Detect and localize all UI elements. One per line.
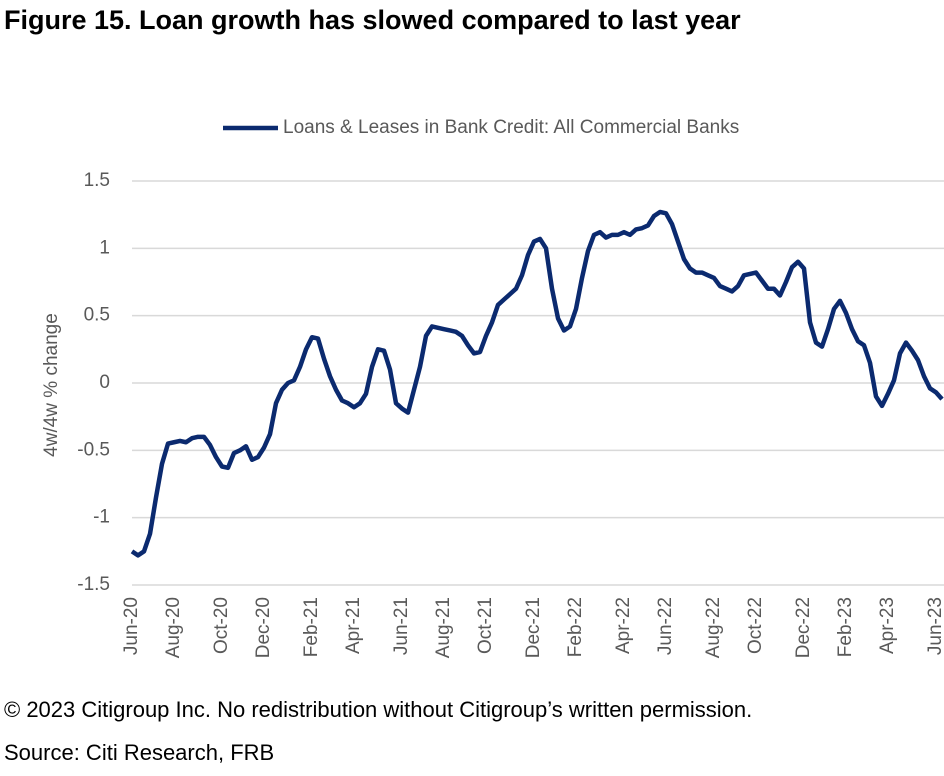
x-tick-label: Apr-22 [613, 597, 634, 654]
x-tick-label: Apr-23 [877, 597, 898, 654]
y-tick-label: 0 [99, 372, 110, 393]
x-tick-label: Oct-20 [211, 597, 232, 654]
copyright: © 2023 Citigroup Inc. No redistribution … [4, 697, 752, 722]
y-tick-label: 1 [99, 237, 110, 258]
y-axis-label: 4w/4w % change [41, 313, 62, 457]
y-tick-label: 1.5 [84, 170, 110, 191]
y-tick-label: 0.5 [84, 305, 110, 326]
data-line [130, 209, 944, 558]
source: Source: Citi Research, FRB [4, 740, 274, 765]
x-tick-label: Jun-21 [391, 597, 412, 655]
x-tick-label: Jun-20 [121, 597, 142, 655]
legend-label: Loans & Leases in Bank Credit: All Comme… [283, 117, 739, 138]
x-tick-label: Dec-20 [253, 597, 274, 658]
x-tick-label: Aug-20 [163, 597, 184, 658]
x-tick-label: Jun-22 [655, 597, 676, 655]
chart-title: Figure 15. Loan growth has slowed compar… [4, 5, 741, 35]
x-tick-label: Apr-21 [343, 597, 364, 654]
x-tick-label: Jun-23 [925, 597, 944, 655]
x-tick-label: Dec-22 [793, 597, 814, 658]
x-tick-label: Oct-21 [475, 597, 496, 654]
x-tick-label: Dec-21 [523, 597, 544, 658]
x-tick-label: Aug-22 [703, 597, 724, 658]
x-tick-label: Aug-21 [433, 597, 454, 658]
x-tick-label: Oct-22 [745, 597, 766, 654]
x-tick-label: Feb-21 [301, 597, 322, 657]
y-tick-label: -0.5 [77, 439, 110, 460]
x-tick-label: Feb-23 [835, 597, 856, 657]
x-tick-label: Feb-22 [565, 597, 586, 657]
y-tick-label: -1 [93, 507, 110, 528]
y-tick-label: -1.5 [77, 574, 110, 595]
